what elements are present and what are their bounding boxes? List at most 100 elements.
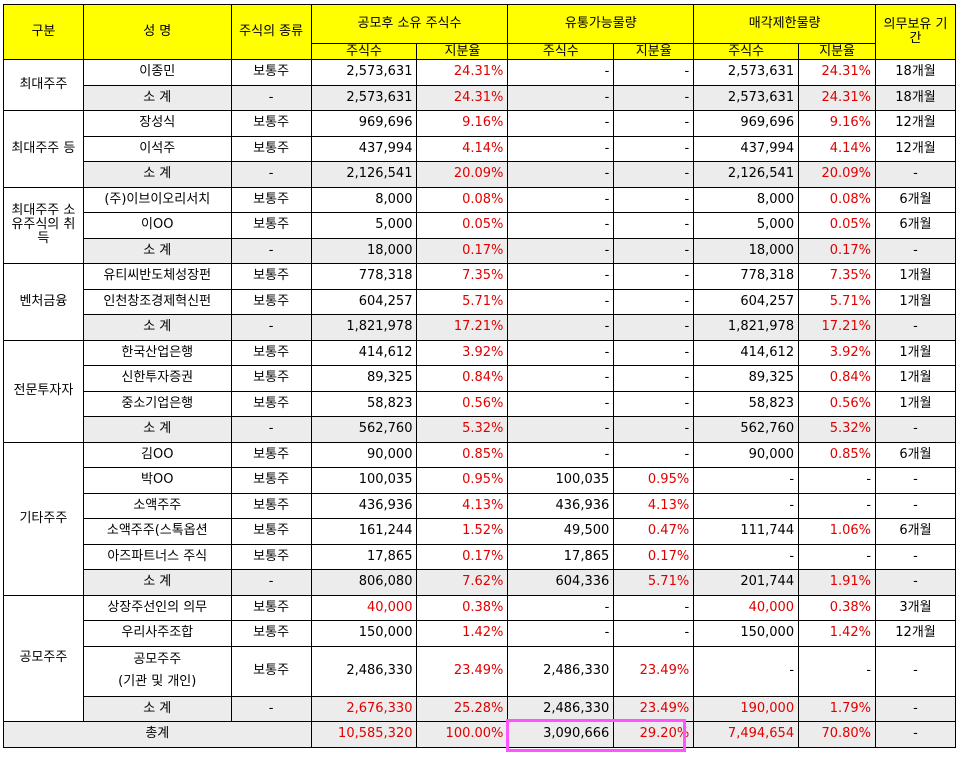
total-lock-ratio: 70.80% (798, 721, 877, 748)
subtotal-label: 소 계 (82, 416, 232, 443)
own-ratio: 4.13% (416, 492, 509, 519)
table-row: 공모주주 (기관 및 개인) 보통주 2,486,330 23.49% 2,486,330… (4, 645, 956, 697)
flow-shares: - (507, 186, 615, 213)
share-kind: 보통주 (230, 288, 312, 315)
lock-shares: 201,744 (693, 569, 800, 596)
total-row: 총계 10,585,320 100.00% 3,090,666 29.20% 7,494,… (3, 721, 956, 748)
shareholder-name: 장성식 (82, 110, 232, 137)
table-row: 인천창조경제혁신펀 보통주 604,257 5.71% - -604,257 5.71% 1개… (4, 288, 956, 315)
subtotal-label: 소 계 (82, 314, 232, 341)
own-shares: 100,035 (310, 467, 418, 494)
flow-ratio: - (613, 416, 695, 443)
shareholder-name: 박OO (82, 467, 232, 494)
share-kind: 보통주 (230, 186, 312, 213)
lock-shares: 58,823 (693, 390, 800, 417)
share-kind: - (230, 161, 312, 188)
header-own-shares: 주식수 (310, 43, 418, 60)
lock-shares: - (693, 467, 800, 494)
total-flow-shares: 3,090,666 (507, 721, 615, 748)
lockup-period: - (875, 645, 956, 697)
own-ratio: 0.95% (416, 467, 509, 494)
group-label: 벤처금융 (3, 263, 84, 341)
flow-ratio: 0.95% (613, 467, 695, 494)
shareholder-name: 인천창조경제혁신펀 (82, 288, 232, 315)
subtotal-row: 소 계 -562,760 5.32% - -562,760 5.32% - (4, 416, 956, 443)
lock-ratio: 0.05% (798, 212, 877, 239)
shareholder-name: 이OO (82, 212, 232, 239)
lockup-period: - (875, 492, 956, 519)
header-lock-ratio: 지분율 (798, 43, 877, 60)
lock-ratio: - (798, 645, 877, 697)
lockup-period: 1개월 (875, 288, 956, 315)
own-ratio: 5.71% (416, 288, 509, 315)
lockup-period: - (875, 161, 956, 188)
header-flow-shares: 주식수 (507, 43, 615, 60)
own-shares: 2,486,330 (310, 645, 418, 697)
table-row: 최대주주 이종민 보통주 2,573,631 24.31% - -2,573,631 24.3… (3, 59, 956, 111)
own-ratio: 24.31% (416, 84, 509, 111)
flow-ratio: - (613, 161, 695, 188)
table-row: 전문투자자 한국산업은행 보통주 414,612 3.92% - -414,612 3.92%… (3, 339, 956, 443)
lock-shares: 150,000 (693, 620, 800, 647)
flow-shares: - (507, 135, 615, 162)
lock-shares: 562,760 (693, 416, 800, 443)
lock-ratio: 7.35% (798, 263, 877, 290)
flow-shares: - (507, 365, 615, 392)
own-ratio: 1.52% (416, 518, 509, 545)
own-shares: 40,000 (310, 594, 418, 621)
shareholder-name: 공모주주 (기관 및 개인) (82, 645, 232, 697)
lock-shares: 1,821,978 (693, 314, 800, 341)
own-shares: 18,000 (310, 237, 418, 264)
lock-ratio: 0.56% (798, 390, 877, 417)
header-lock: 매각제한물량 (693, 4, 877, 44)
share-kind: 보통주 (230, 620, 312, 647)
lockup-period: - (875, 467, 956, 494)
shareholder-name: 중소기업은행 (82, 390, 232, 417)
total-label: 총계 (3, 721, 312, 748)
lock-ratio: 4.14% (798, 135, 877, 162)
lock-shares: 18,000 (693, 237, 800, 264)
total-own-ratio: 100.00% (416, 721, 509, 748)
shareholder-name: 소액주주(스톡옵션 (82, 518, 232, 545)
own-ratio: 17.21% (416, 314, 509, 341)
group-label: 공모주주 (3, 594, 84, 722)
shareholder-name-line: (기관 및 개인) (118, 674, 197, 689)
subtotal-label: 소 계 (82, 161, 232, 188)
subtotal-label: 소 계 (82, 569, 232, 596)
table-row: 기타주주 김OO 보통주 90,000 0.85% - -90,000 0.85% 6개월 (3, 441, 956, 596)
share-kind: 보통주 (230, 492, 312, 519)
lock-ratio: - (798, 492, 877, 519)
own-shares: 562,760 (310, 416, 418, 443)
share-kind: 보통주 (230, 339, 312, 366)
lock-shares: 5,000 (693, 212, 800, 239)
flow-shares: - (507, 59, 615, 86)
table-row: 우리사주조합 보통주 150,000 1.42% - -150,000 1.42% 12개월 (4, 620, 956, 647)
own-shares: 436,936 (310, 492, 418, 519)
lockup-period: 1개월 (875, 390, 956, 417)
header-own-ratio: 지분율 (416, 43, 509, 60)
flow-ratio: - (613, 186, 695, 213)
shareholder-name-line: 공모주주 (133, 652, 182, 667)
subtotal-row: 소 계 -2,126,541 20.09% - -2,126,541 20.09% - (4, 161, 956, 188)
subtotal-row: 소 계 -18,000 0.17% - -18,000 0.17% - (4, 237, 956, 264)
lock-shares: - (693, 543, 800, 570)
own-ratio: 25.28% (416, 695, 509, 722)
header-kind: 주식의 종류 (230, 4, 312, 60)
lockup-period: - (875, 695, 956, 722)
share-kind: 보통주 (230, 110, 312, 137)
table-row: 소액주주(스톡옵션 보통주 161,244 1.52% 49,500 0.47% 111,7… (4, 518, 956, 545)
own-shares: 2,573,631 (310, 84, 418, 111)
flow-shares: 604,336 (507, 569, 615, 596)
lock-shares: 414,612 (693, 339, 800, 366)
flow-shares: 2,486,330 (507, 645, 615, 697)
share-kind: 보통주 (230, 467, 312, 494)
lock-shares: - (693, 492, 800, 519)
subtotal-label: 소 계 (82, 237, 232, 264)
subtotal-label: 소 계 (82, 84, 232, 111)
own-ratio: 0.56% (416, 390, 509, 417)
total-flow-ratio: 29.20% (613, 721, 695, 748)
flow-ratio: - (613, 620, 695, 647)
table-row: 중소기업은행 보통주 58,823 0.56% - -58,823 0.56% 1개월 (4, 390, 956, 417)
share-kind: 보통주 (230, 543, 312, 570)
flow-shares: - (507, 161, 615, 188)
